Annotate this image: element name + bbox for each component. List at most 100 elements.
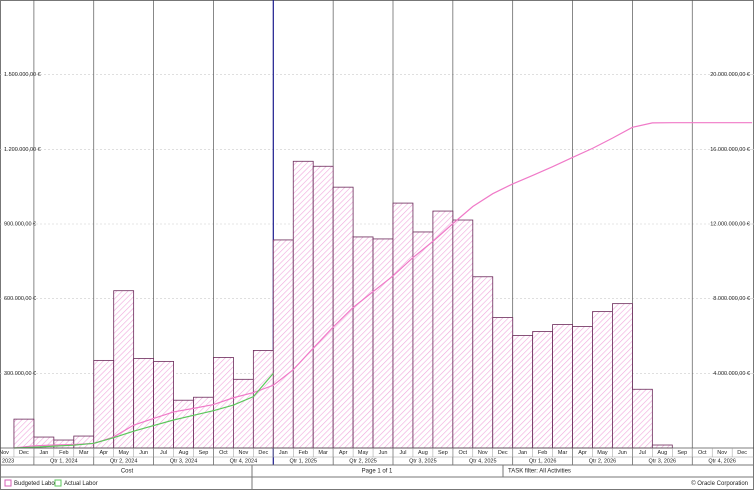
bar bbox=[412, 231, 434, 449]
quarter-label: Qtr 1, 2024 bbox=[50, 458, 78, 464]
x-tick-label: May bbox=[358, 450, 369, 456]
x-tick-label: Jul bbox=[639, 450, 646, 456]
x-tick-label: Mar bbox=[558, 450, 568, 456]
quarter-label: Qtr 4, 2026 bbox=[708, 458, 736, 464]
bar bbox=[452, 219, 474, 449]
bar bbox=[153, 360, 174, 449]
x-tick-label: Sep bbox=[677, 450, 687, 456]
legend-label: Actual Labor bbox=[64, 481, 98, 487]
bar bbox=[651, 444, 673, 449]
x-tick-label: Apr bbox=[339, 450, 348, 456]
cumulative-line bbox=[13, 122, 753, 449]
legend-label: Budgeted Labor bbox=[14, 481, 57, 487]
y-tick-label: 600.000,00 € bbox=[4, 296, 36, 302]
footer-subject: Cost bbox=[121, 469, 134, 475]
bar bbox=[592, 311, 613, 449]
x-tick-label: Sep bbox=[438, 450, 448, 456]
y2-tick-label: 16.000.000,00 € bbox=[710, 147, 750, 153]
quarter-label: Qtr 2, 2024 bbox=[110, 458, 138, 464]
quarter-label: Qtr 2, 2025 bbox=[349, 458, 377, 464]
bar bbox=[113, 290, 135, 449]
x-tick-label: Jan bbox=[518, 450, 527, 456]
bar bbox=[432, 210, 454, 449]
x-tick-label: Nov bbox=[478, 450, 488, 456]
x-tick-label: Oct bbox=[698, 450, 707, 456]
x-tick-label: Feb bbox=[298, 450, 307, 456]
x-tick-label: Aug bbox=[418, 450, 428, 456]
quarter-label: Qtr 4, 2024 bbox=[230, 458, 258, 464]
x-tick-label: Jun bbox=[379, 450, 388, 456]
bar bbox=[133, 357, 154, 449]
x-tick-label: Sep bbox=[199, 450, 209, 456]
y2-tick-label: 4.000.000,00 € bbox=[713, 371, 750, 377]
quarter-label: Qtr 3, 2025 bbox=[409, 458, 437, 464]
bar bbox=[472, 276, 494, 449]
quarter-label: Qtr 3, 2024 bbox=[170, 458, 198, 464]
x-tick-label: Mar bbox=[318, 450, 328, 456]
y-tick-label: 300.000,00 € bbox=[4, 371, 36, 377]
x-tick-label: Jan bbox=[39, 450, 48, 456]
legend-swatch bbox=[54, 479, 62, 487]
y-tick-label: 900.000,00 € bbox=[4, 221, 36, 227]
y-tick-label: 1.500.000,00 € bbox=[4, 72, 41, 78]
bar bbox=[392, 202, 414, 449]
y2-tick-label: 20.000.000,00 € bbox=[710, 72, 750, 78]
bar bbox=[552, 324, 573, 449]
quarter-label: Qtr 1, 2026 bbox=[529, 458, 557, 464]
bar bbox=[93, 359, 115, 449]
bar bbox=[572, 326, 593, 449]
x-tick-label: Feb bbox=[538, 450, 547, 456]
x-tick-label: Nov bbox=[0, 450, 9, 456]
bar bbox=[612, 303, 633, 449]
x-tick-label: Dec bbox=[498, 450, 508, 456]
x-tick-label: Dec bbox=[19, 450, 29, 456]
footer-page: Page 1 of 1 bbox=[362, 469, 393, 475]
x-tick-label: Apr bbox=[578, 450, 587, 456]
x-tick-label: Oct bbox=[219, 450, 228, 456]
x-tick-label: Nov bbox=[238, 450, 248, 456]
x-tick-label: Oct bbox=[459, 450, 468, 456]
y-tick-label: 1.200.000,00 € bbox=[4, 147, 41, 153]
bar bbox=[512, 335, 534, 449]
quarter-label: Qtr 2, 2026 bbox=[589, 458, 617, 464]
legend-swatch bbox=[4, 479, 12, 487]
bar bbox=[372, 238, 394, 449]
cumulative-line bbox=[13, 372, 274, 449]
bar bbox=[352, 236, 374, 449]
x-tick-label: Nov bbox=[717, 450, 727, 456]
x-tick-label: Aug bbox=[179, 450, 189, 456]
bar bbox=[73, 435, 95, 449]
bar bbox=[272, 239, 294, 449]
quarter-label: 2023 bbox=[2, 458, 14, 464]
quarter-label: Qtr 4, 2025 bbox=[469, 458, 497, 464]
bar bbox=[492, 317, 514, 449]
bar bbox=[312, 165, 334, 449]
x-tick-label: Dec bbox=[737, 450, 747, 456]
quarter-label: Qtr 3, 2026 bbox=[649, 458, 677, 464]
x-tick-label: May bbox=[118, 450, 129, 456]
bar bbox=[532, 331, 554, 449]
bar bbox=[632, 388, 653, 449]
y2-tick-label: 8.000.000,00 € bbox=[713, 296, 750, 302]
x-tick-label: May bbox=[597, 450, 608, 456]
x-tick-label: Dec bbox=[258, 450, 268, 456]
quarter-label: Qtr 1, 2025 bbox=[289, 458, 317, 464]
bar bbox=[173, 399, 194, 449]
y2-tick-label: 12.000.000,00 € bbox=[710, 221, 750, 227]
bar bbox=[252, 350, 274, 449]
bar bbox=[13, 418, 35, 449]
x-tick-label: Mar bbox=[79, 450, 89, 456]
x-tick-label: Jun bbox=[139, 450, 148, 456]
bar bbox=[213, 357, 234, 449]
x-tick-label: Jan bbox=[279, 450, 288, 456]
footer-copyright: © Oracle Corporation bbox=[691, 480, 748, 487]
bar bbox=[292, 160, 314, 449]
x-tick-label: Aug bbox=[657, 450, 667, 456]
x-tick-label: Jun bbox=[618, 450, 627, 456]
x-tick-label: Feb bbox=[59, 450, 68, 456]
bar bbox=[232, 378, 254, 449]
x-tick-label: Jul bbox=[399, 450, 406, 456]
footer-filter: TASK filter: All Activities bbox=[508, 469, 571, 475]
x-tick-label: Apr bbox=[99, 450, 108, 456]
